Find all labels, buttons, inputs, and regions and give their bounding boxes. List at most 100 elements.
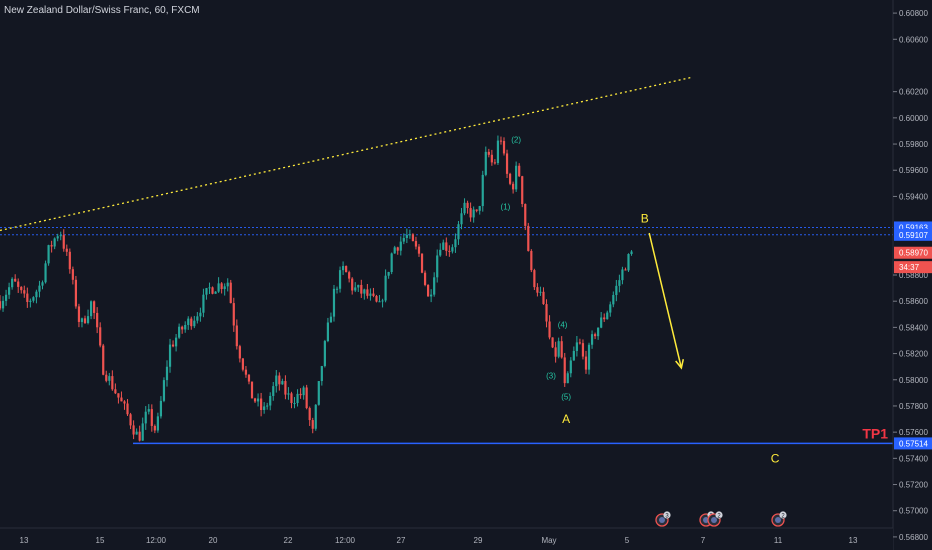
candle-body bbox=[196, 316, 199, 321]
candle-body bbox=[627, 254, 630, 271]
badge-count-bubble bbox=[663, 511, 671, 519]
candle-body bbox=[472, 209, 475, 218]
candle-body bbox=[399, 241, 402, 251]
price-tag-label: 0.59163 bbox=[899, 223, 928, 232]
time-axis[interactable]: 13 15 12:00 20 22 12:00 27 29 May 5 7 11 13 bbox=[0, 527, 893, 550]
event-badge[interactable]: 3 bbox=[655, 511, 671, 527]
candle-body bbox=[156, 416, 159, 431]
candle-body bbox=[490, 154, 493, 163]
candle-body bbox=[59, 235, 62, 237]
candle-body bbox=[11, 278, 14, 288]
price-tick-label: 0.58400 bbox=[899, 323, 928, 332]
price-tick-label: 0.60000 bbox=[899, 114, 928, 123]
price-tick-label: 0.58000 bbox=[899, 376, 928, 385]
wave-label: (1) bbox=[501, 203, 511, 212]
candle-body bbox=[41, 282, 44, 286]
candle-body bbox=[260, 398, 263, 411]
price-tick-label: 0.58600 bbox=[899, 297, 928, 306]
price-tick-label: 0.58200 bbox=[899, 350, 928, 359]
candle-body bbox=[451, 247, 454, 252]
candle-body bbox=[229, 282, 232, 304]
candle-body bbox=[83, 318, 87, 323]
trendline bbox=[0, 76, 693, 232]
candle-body bbox=[284, 381, 287, 395]
candle-body bbox=[378, 301, 381, 303]
candle-body bbox=[597, 327, 600, 337]
candle-body bbox=[423, 272, 427, 285]
candle-body bbox=[138, 431, 141, 441]
target-label: TP1 bbox=[862, 425, 888, 441]
candle-body bbox=[433, 277, 436, 295]
candle-body bbox=[120, 397, 123, 402]
candle-body bbox=[569, 360, 572, 374]
price-axis[interactable]: 0.60800 0.60600 0.60200 0.60000 0.59800 0.596… bbox=[892, 0, 932, 550]
candle-body bbox=[515, 165, 518, 190]
candle-body bbox=[548, 321, 551, 338]
badge-count-bubble bbox=[715, 511, 723, 519]
price-tag bbox=[894, 261, 932, 274]
candle-body bbox=[80, 318, 84, 322]
candle-body bbox=[35, 291, 38, 298]
candle-body bbox=[311, 420, 314, 429]
candle-body bbox=[235, 325, 238, 347]
candle-body bbox=[296, 393, 299, 404]
wave-label: (2) bbox=[511, 136, 521, 145]
candle-body bbox=[123, 401, 126, 404]
candle-body bbox=[32, 297, 35, 301]
plot-area[interactable] bbox=[0, 135, 893, 445]
time-tick-label: 29 bbox=[474, 536, 483, 545]
candle-body bbox=[153, 425, 156, 431]
candle-body bbox=[74, 279, 78, 307]
candle-body bbox=[417, 246, 421, 254]
candle-body bbox=[593, 334, 597, 337]
price-tick-label: 0.60600 bbox=[899, 35, 928, 44]
candle-body bbox=[566, 373, 569, 384]
candle-body bbox=[524, 204, 527, 226]
candle-body bbox=[53, 238, 56, 247]
candle-body bbox=[545, 304, 548, 322]
candle-body bbox=[62, 235, 65, 249]
candle-body bbox=[384, 275, 387, 301]
price-axis-bg bbox=[893, 0, 932, 550]
candle-body bbox=[256, 398, 260, 402]
wave-letter-label: A bbox=[562, 412, 570, 426]
candle-body bbox=[521, 176, 524, 205]
price-tick-label: 0.57200 bbox=[899, 481, 928, 490]
candle-body bbox=[181, 326, 184, 330]
candle-body bbox=[427, 284, 430, 297]
candle-body bbox=[68, 251, 71, 270]
candle-body bbox=[263, 406, 266, 411]
candle-body bbox=[305, 387, 308, 409]
event-badge[interactable]: 2 bbox=[771, 511, 787, 527]
candle-body bbox=[606, 312, 609, 320]
candle-body bbox=[320, 366, 323, 382]
candle-body bbox=[393, 247, 396, 254]
time-tick-label: 5 bbox=[625, 536, 630, 545]
candle-body bbox=[581, 343, 585, 357]
candle-body bbox=[323, 341, 326, 367]
candle-body bbox=[502, 141, 506, 154]
candle-body bbox=[621, 269, 624, 281]
candle-body bbox=[329, 316, 333, 323]
candle-body bbox=[405, 234, 408, 239]
price-tick-label: 0.56800 bbox=[899, 533, 928, 542]
candle-body bbox=[618, 280, 621, 286]
candle-body bbox=[29, 300, 32, 302]
candle-body bbox=[460, 213, 463, 225]
candle-body bbox=[126, 403, 129, 415]
candle-body bbox=[590, 334, 594, 345]
candle-body bbox=[220, 283, 223, 290]
candle-body bbox=[354, 287, 357, 291]
candle-body bbox=[38, 285, 41, 292]
price-tick-label: 0.58800 bbox=[899, 271, 928, 280]
event-badge[interactable]: 2 bbox=[707, 511, 723, 527]
candle-body bbox=[630, 251, 633, 255]
candle-body bbox=[317, 381, 320, 405]
price-tag-label: 0.57514 bbox=[899, 439, 928, 448]
candle-body bbox=[387, 272, 390, 276]
candle-body bbox=[47, 245, 50, 264]
price-tick-label: 0.60200 bbox=[899, 88, 928, 97]
candle-body bbox=[147, 409, 150, 412]
candle-body bbox=[600, 317, 603, 328]
